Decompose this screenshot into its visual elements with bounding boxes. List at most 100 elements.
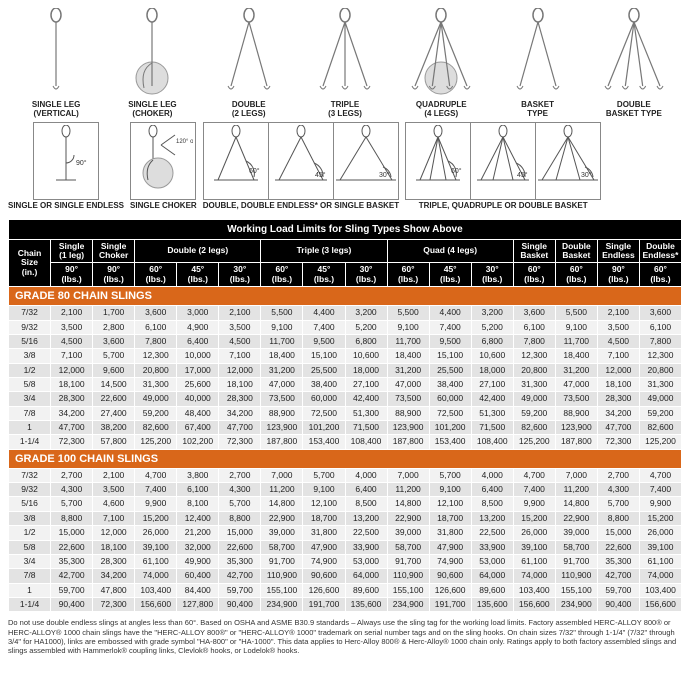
cell: 7,100 xyxy=(51,349,93,363)
cell: 6,400 xyxy=(177,334,219,348)
col-header: Double (2 legs) xyxy=(135,239,261,263)
cell: 234,900 xyxy=(387,597,429,611)
cell: 4,700 xyxy=(639,468,681,482)
cell: 47,000 xyxy=(555,377,597,391)
cell: 12,100 xyxy=(429,497,471,511)
cell: 67,400 xyxy=(177,421,219,435)
sub-header: 60°(lbs.) xyxy=(555,263,597,287)
cell: 26,000 xyxy=(639,526,681,540)
cell: 15,000 xyxy=(51,526,93,540)
table-row: 1/215,00012,00026,00021,20015,00039,0003… xyxy=(9,526,682,540)
wll-table-body: GRADE 80 CHAIN SLINGS7/322,1001,7003,600… xyxy=(9,287,682,612)
cell: 125,200 xyxy=(135,435,177,449)
cell: 88,900 xyxy=(555,406,597,420)
cell: 3/4 xyxy=(9,554,51,568)
cell: 2,700 xyxy=(51,468,93,482)
cell: 12,000 xyxy=(93,526,135,540)
cell: 9,100 xyxy=(303,483,345,497)
cell: 2,700 xyxy=(597,468,639,482)
cell: 123,900 xyxy=(261,421,303,435)
table-row: 3/428,30022,60049,00040,00028,30073,5006… xyxy=(9,392,682,406)
cell: 12,000 xyxy=(51,363,93,377)
cell: 110,900 xyxy=(387,569,429,583)
cell: 3,000 xyxy=(177,306,219,320)
cell: 191,700 xyxy=(429,597,471,611)
cell: 4,300 xyxy=(219,483,261,497)
cell: 42,400 xyxy=(345,392,387,406)
cell: 53,000 xyxy=(345,554,387,568)
cell: 22,600 xyxy=(93,392,135,406)
cell: 38,400 xyxy=(303,377,345,391)
sub-header: 30°(lbs.) xyxy=(219,263,261,287)
sling-diagram-label: TRIPLE(3 LEGS) xyxy=(328,100,362,118)
cell: 3,500 xyxy=(51,320,93,334)
cell: 59,700 xyxy=(597,583,639,597)
col-header: Chain Size(in.) xyxy=(9,239,51,286)
cell: 1/2 xyxy=(9,363,51,377)
cell: 90,600 xyxy=(303,569,345,583)
cell: 11,700 xyxy=(261,334,303,348)
cell: 9,100 xyxy=(387,320,429,334)
cell: 82,600 xyxy=(639,421,681,435)
cell: 3,600 xyxy=(639,306,681,320)
sub-header: 60°(lbs.) xyxy=(135,263,177,287)
cell: 33,900 xyxy=(345,540,387,554)
cell: 39,000 xyxy=(261,526,303,540)
cell: 61,100 xyxy=(135,554,177,568)
cell: 59,700 xyxy=(51,583,93,597)
cell: 71,500 xyxy=(345,421,387,435)
cell: 39,100 xyxy=(513,540,555,554)
cell: 48,400 xyxy=(177,406,219,420)
cell: 28,300 xyxy=(597,392,639,406)
sub-header: 45°(lbs.) xyxy=(177,263,219,287)
cell: 88,900 xyxy=(387,406,429,420)
cell: 7,800 xyxy=(135,334,177,348)
cell: 155,100 xyxy=(387,583,429,597)
cell: 40,000 xyxy=(177,392,219,406)
cell: 28,300 xyxy=(93,554,135,568)
cell: 47,000 xyxy=(387,377,429,391)
cell: 1-1/4 xyxy=(9,597,51,611)
cell: 26,000 xyxy=(135,526,177,540)
cell: 123,900 xyxy=(387,421,429,435)
sling-diagram-label: SINGLE LEG(VERTICAL) xyxy=(32,100,80,118)
cell: 22,600 xyxy=(219,540,261,554)
cell: 4,700 xyxy=(135,468,177,482)
cell: 12,000 xyxy=(597,363,639,377)
cell: 5,500 xyxy=(555,306,597,320)
cell: 25,500 xyxy=(429,363,471,377)
cell: 90,400 xyxy=(597,597,639,611)
cell: 72,500 xyxy=(429,406,471,420)
table-row: 7/322,1001,7003,6003,0002,1005,5004,4003… xyxy=(9,306,682,320)
sub-header: 30°(lbs.) xyxy=(345,263,387,287)
cell: 34,200 xyxy=(219,406,261,420)
cell: 74,000 xyxy=(639,569,681,583)
cell: 8,800 xyxy=(219,511,261,525)
cell: 82,600 xyxy=(135,421,177,435)
angle-quad-group: 60° 45° 30° TRIPLE, QUADRUPLE OR DOUBLE … xyxy=(405,122,601,211)
cell: 18,100 xyxy=(51,377,93,391)
cell: 60,000 xyxy=(303,392,345,406)
table-row: 159,70047,800103,40084,40059,700155,1001… xyxy=(9,583,682,597)
cell: 59,200 xyxy=(135,406,177,420)
cell: 58,700 xyxy=(555,540,597,554)
cell: 38,200 xyxy=(93,421,135,435)
table-row: 5/165,7004,6009,9008,1005,70014,80012,10… xyxy=(9,497,682,511)
cell: 51,300 xyxy=(471,406,513,420)
cell: 72,300 xyxy=(219,435,261,449)
cell: 156,600 xyxy=(513,597,555,611)
col-header: DoubleBasket xyxy=(555,239,597,263)
cell: 32,000 xyxy=(177,540,219,554)
cell: 31,200 xyxy=(555,363,597,377)
cell: 39,100 xyxy=(135,540,177,554)
cell: 28,300 xyxy=(51,392,93,406)
cell: 4,500 xyxy=(597,334,639,348)
cell: 12,300 xyxy=(135,349,177,363)
cell: 25,600 xyxy=(177,377,219,391)
table-row: 5/164,5003,6007,8006,4004,50011,7009,500… xyxy=(9,334,682,348)
cell: 1 xyxy=(9,583,51,597)
cell: 15,100 xyxy=(303,349,345,363)
footnote: Do not use double endless slings at angl… xyxy=(8,618,682,656)
cell: 38,400 xyxy=(429,377,471,391)
cell: 18,100 xyxy=(219,377,261,391)
